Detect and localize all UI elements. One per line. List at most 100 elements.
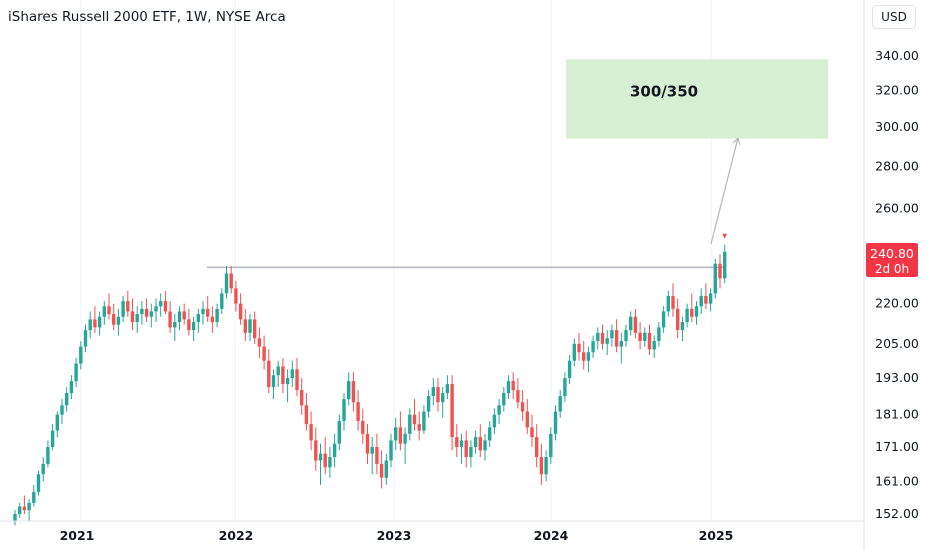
candle[interactable] <box>149 303 153 328</box>
target-zone-box[interactable] <box>566 59 828 139</box>
candle[interactable] <box>586 346 591 373</box>
candle[interactable] <box>619 332 623 364</box>
candle[interactable] <box>323 437 327 475</box>
currency-selector[interactable]: USD <box>872 5 916 29</box>
candle[interactable] <box>140 301 144 325</box>
candle[interactable] <box>431 378 435 406</box>
candle[interactable] <box>83 324 88 353</box>
candle[interactable] <box>516 378 520 409</box>
candle[interactable] <box>342 393 346 431</box>
candle[interactable] <box>88 311 92 339</box>
candle[interactable] <box>379 450 384 489</box>
candle[interactable] <box>582 341 586 370</box>
candle[interactable] <box>469 440 473 468</box>
candle[interactable] <box>159 293 163 317</box>
candle[interactable] <box>370 437 374 475</box>
candle[interactable] <box>74 357 78 388</box>
candle[interactable] <box>567 355 572 385</box>
candle[interactable] <box>483 433 487 461</box>
candle[interactable] <box>384 453 388 485</box>
candle[interactable] <box>267 349 271 394</box>
candle[interactable] <box>605 330 609 356</box>
candle[interactable] <box>572 338 576 367</box>
candle[interactable] <box>220 288 224 315</box>
candle[interactable] <box>535 424 539 468</box>
candle[interactable] <box>121 295 125 323</box>
candle[interactable] <box>328 446 332 478</box>
candle[interactable] <box>79 341 83 370</box>
candle[interactable] <box>520 390 525 421</box>
candle[interactable] <box>168 301 172 333</box>
candle[interactable] <box>60 399 64 425</box>
candle[interactable] <box>497 399 501 425</box>
candle[interactable] <box>633 308 638 339</box>
candle[interactable] <box>694 301 699 325</box>
candle[interactable] <box>596 327 600 350</box>
candle[interactable] <box>65 387 69 412</box>
candle[interactable] <box>135 306 139 333</box>
candle[interactable] <box>464 430 468 468</box>
candle[interactable] <box>422 405 426 434</box>
candle[interactable] <box>102 301 106 325</box>
candle[interactable] <box>41 457 45 482</box>
candle[interactable] <box>177 306 182 331</box>
candle[interactable] <box>191 316 196 342</box>
candle[interactable] <box>441 387 445 418</box>
candle[interactable] <box>361 408 365 444</box>
candle[interactable] <box>394 417 398 451</box>
candle[interactable] <box>55 411 59 438</box>
candle[interactable] <box>196 308 200 333</box>
candle[interactable] <box>253 311 257 344</box>
candle[interactable] <box>309 411 313 451</box>
candle[interactable] <box>375 433 379 475</box>
candle[interactable] <box>13 510 17 526</box>
candle[interactable] <box>300 378 304 415</box>
candle[interactable] <box>257 327 262 358</box>
candle[interactable] <box>248 314 252 342</box>
candle[interactable] <box>473 430 478 454</box>
candle[interactable] <box>629 311 633 336</box>
candle[interactable] <box>511 372 515 400</box>
candle[interactable] <box>290 360 294 388</box>
candle[interactable] <box>558 390 562 418</box>
candle[interactable] <box>671 283 675 317</box>
candle[interactable] <box>553 405 558 441</box>
candle[interactable] <box>93 306 97 333</box>
candle[interactable] <box>450 375 454 451</box>
candle[interactable] <box>426 390 431 418</box>
candle[interactable] <box>22 495 27 514</box>
candle[interactable] <box>530 414 534 447</box>
candle[interactable] <box>417 411 421 441</box>
candle[interactable] <box>130 298 135 331</box>
candle[interactable] <box>224 266 229 299</box>
candle[interactable] <box>455 424 459 458</box>
candle[interactable] <box>356 390 360 431</box>
candle[interactable] <box>614 319 619 353</box>
candle[interactable] <box>652 335 656 358</box>
candle[interactable] <box>337 414 341 451</box>
candle[interactable] <box>577 332 581 361</box>
candle[interactable] <box>126 290 130 317</box>
candle[interactable] <box>112 303 116 331</box>
candle[interactable] <box>398 411 403 451</box>
candle[interactable] <box>718 254 722 289</box>
candle[interactable] <box>365 424 370 464</box>
candle[interactable] <box>389 433 393 468</box>
candle[interactable] <box>591 335 595 358</box>
candle[interactable] <box>97 311 102 336</box>
candle[interactable] <box>445 375 450 400</box>
candle[interactable] <box>314 427 318 471</box>
candle[interactable] <box>163 290 168 315</box>
candle[interactable] <box>647 324 652 356</box>
candle[interactable] <box>713 258 717 299</box>
candle[interactable] <box>478 424 482 458</box>
candle[interactable] <box>295 357 299 397</box>
candle[interactable] <box>408 408 412 441</box>
candle[interactable] <box>459 433 464 464</box>
candle[interactable] <box>666 290 670 317</box>
candle[interactable] <box>685 303 689 328</box>
candle[interactable] <box>107 293 111 320</box>
candle[interactable] <box>46 440 50 468</box>
candle[interactable] <box>403 427 407 464</box>
candle[interactable] <box>600 324 605 350</box>
